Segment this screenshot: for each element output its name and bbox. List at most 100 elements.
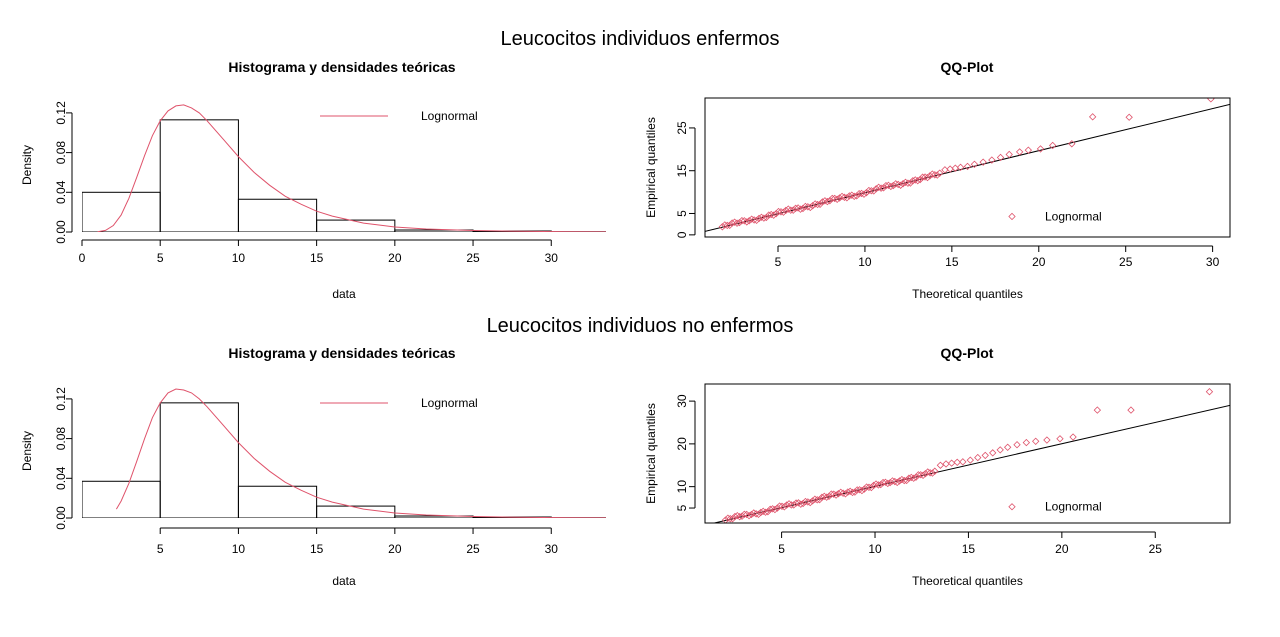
qq-point <box>1056 435 1064 443</box>
panel-title: Histograma y densidades teóricas <box>228 59 455 75</box>
qq-reference-line <box>712 404 1230 523</box>
qq-point <box>1003 443 1012 451</box>
x-tick-label: 30 <box>545 542 559 556</box>
histogram-bar <box>237 198 318 232</box>
y-tick-label: 0.00 <box>54 506 68 530</box>
qq-point <box>769 211 778 219</box>
histogram-bar <box>237 485 318 518</box>
qq-point <box>1127 406 1135 414</box>
y-tick-label: 0.04 <box>54 466 68 490</box>
x-axis-label: Theoretical quantiles <box>912 574 1023 588</box>
plot-box <box>704 97 1231 238</box>
qqplot-panel-top: QQ-Plot 5 10 15 20 25 30 Theoretical quantiles 0… <box>644 59 1231 301</box>
qq-point <box>879 184 888 192</box>
plot-area <box>82 388 606 518</box>
x-tick-label: 25 <box>1119 255 1133 269</box>
qq-point <box>902 476 911 485</box>
qq-point <box>916 175 924 184</box>
qq-point <box>771 505 779 514</box>
qq-point <box>728 515 737 523</box>
qq-point <box>963 162 972 171</box>
qq-point <box>870 187 878 195</box>
density-curve-lognormal <box>115 388 606 518</box>
qq-point <box>877 480 885 489</box>
qq-point <box>979 158 987 166</box>
y-tick-label: 30 <box>675 394 689 408</box>
qq-point <box>1043 436 1051 444</box>
qq-point <box>816 200 824 208</box>
x-tick-label: 25 <box>1149 542 1163 556</box>
y-axis-label: Density <box>20 431 34 471</box>
qq-point <box>794 204 802 212</box>
qq-point <box>1088 113 1097 121</box>
qq-point <box>931 467 939 475</box>
qq-point <box>914 471 923 479</box>
qq-point <box>1093 406 1102 414</box>
qq-point <box>981 451 989 460</box>
qq-point <box>928 469 937 477</box>
qq-point <box>827 490 836 498</box>
qq-point <box>974 453 982 462</box>
y-axis-label: Empirical quantiles <box>644 403 658 504</box>
y-tick-label: 0.12 <box>54 387 68 411</box>
qq-point <box>1207 98 1215 103</box>
x-tick-label: 5 <box>775 255 782 269</box>
qq-point <box>899 179 907 188</box>
x-tick-label: 30 <box>545 251 559 265</box>
x-tick-label: 30 <box>1206 255 1220 269</box>
y-tick-label: 10 <box>675 480 689 494</box>
qq-point <box>869 481 878 490</box>
row-title-top: Leucocitos individuos enfermos <box>500 28 779 50</box>
qq-point <box>959 458 967 466</box>
qq-point <box>843 194 851 202</box>
y-axis-label: Density <box>20 145 34 185</box>
y-tick-label: 0.08 <box>54 427 68 451</box>
qq-point <box>762 213 771 222</box>
qq-reference-line <box>705 103 1230 232</box>
y-tick-label: 15 <box>675 164 689 178</box>
qq-point <box>726 515 734 523</box>
x-tick-label: 20 <box>388 251 402 265</box>
qq-point <box>941 166 949 174</box>
y-axis-label: Empirical quantiles <box>644 117 658 218</box>
legend-label: Lognormal <box>421 109 478 123</box>
x-tick-label: 5 <box>157 542 164 556</box>
qq-point <box>889 181 897 190</box>
qq-point <box>896 181 905 189</box>
qq-point <box>900 476 908 485</box>
histogram-panel-top: Histograma y densidades teóricas 0 5 10 15 20… <box>20 59 606 301</box>
plot-area <box>705 98 1230 232</box>
panel-title: QQ-Plot <box>941 345 994 361</box>
qq-point <box>806 203 814 212</box>
qq-point <box>1068 140 1076 148</box>
x-tick-label: 15 <box>310 542 324 556</box>
qq-point <box>782 206 790 215</box>
qq-point <box>912 473 920 481</box>
qq-point <box>966 456 974 464</box>
qq-point <box>1069 433 1077 441</box>
qq-point <box>764 508 772 516</box>
legend-point-lognormal <box>1008 212 1016 221</box>
qq-point <box>809 201 817 210</box>
qq-point <box>996 446 1004 454</box>
x-tick-label: 5 <box>778 542 785 556</box>
y-tick-label: 0.08 <box>54 141 68 165</box>
y-tick-label: 20 <box>675 437 689 451</box>
plot-area <box>712 388 1230 523</box>
qq-point <box>1015 148 1024 156</box>
x-tick-label: 25 <box>466 542 480 556</box>
x-axis-label: data <box>332 574 356 588</box>
qq-point <box>921 469 930 478</box>
qq-point <box>860 190 868 198</box>
x-tick-label: 20 <box>388 542 402 556</box>
x-axis-label: Theoretical quantiles <box>912 287 1023 301</box>
qq-point <box>851 488 859 496</box>
qq-point <box>996 153 1005 162</box>
qq-point <box>754 510 763 519</box>
qq-point <box>747 510 756 519</box>
x-tick-label: 10 <box>868 542 882 556</box>
qq-point <box>826 196 834 205</box>
qq-point <box>893 478 901 487</box>
row-title-bottom: Leucocitos individuos no enfermos <box>487 315 794 337</box>
